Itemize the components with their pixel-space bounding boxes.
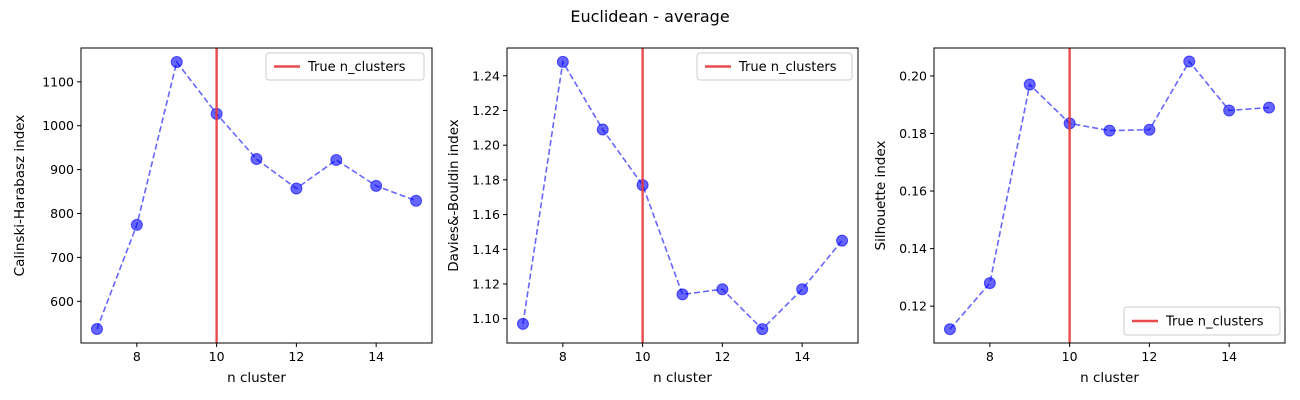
data-point <box>170 56 183 69</box>
legend-label: True n_clusters <box>1165 315 1264 330</box>
y-tick-label: 0.16 <box>899 184 927 199</box>
x-tick-label: 14 <box>368 349 384 364</box>
series-line <box>522 59 843 331</box>
legend-label: True n_clusters <box>307 60 406 75</box>
x-tick-label: 14 <box>794 349 810 364</box>
y-tick-label: 1.12 <box>472 277 500 292</box>
subplot-3: 8 10 12 14 0.12 0.14 0.16 0.18 0.20 n cluster Silh… <box>873 47 1286 386</box>
plot-frame <box>80 47 433 344</box>
x-axis-label: n cluster <box>227 370 286 386</box>
y-tick-label: 1.24 <box>472 68 500 83</box>
y-tick-label: 1.18 <box>472 172 500 187</box>
data-point <box>516 317 529 330</box>
data-point <box>290 182 303 195</box>
legend-box <box>1123 306 1281 336</box>
y-tick-label: 0.14 <box>899 241 927 256</box>
data-point <box>596 123 609 136</box>
y-tick-label: 1.10 <box>472 311 500 326</box>
x-axis-label: n cluster <box>1080 370 1139 386</box>
y-tick-label: 1.20 <box>472 138 500 153</box>
y-tick-label: 600 <box>50 294 74 309</box>
y-tick-label: 0.20 <box>899 68 927 83</box>
plot-frame <box>933 47 1286 344</box>
figure-title: Euclidean - average <box>570 7 729 26</box>
x-tick-label: 8 <box>133 349 141 364</box>
data-point <box>130 218 143 231</box>
y-tick-label: 1.16 <box>472 207 500 222</box>
data-point <box>556 55 569 68</box>
data-point <box>1143 123 1156 136</box>
data-point <box>90 322 103 335</box>
legend-label: True n_clusters <box>738 60 837 75</box>
legend: True n_clusters <box>696 52 853 81</box>
data-point <box>1023 78 1036 91</box>
x-tick-label: 8 <box>986 349 994 364</box>
legend-box <box>265 52 425 81</box>
data-point <box>250 153 263 166</box>
y-tick-label: 0.18 <box>899 126 927 141</box>
plot-frame <box>506 47 859 344</box>
subplots: 8 10 12 14 600 700 800 900 1000 1100 n cluster Cali… <box>12 47 1286 386</box>
data-point <box>1183 55 1196 68</box>
data-point <box>1103 124 1116 137</box>
y-tick-label: 900 <box>50 162 74 177</box>
y-tick-label: 1000 <box>42 118 74 133</box>
data-point <box>756 323 769 336</box>
series-line <box>96 60 417 330</box>
data-point <box>410 194 423 207</box>
series-line <box>949 60 1270 330</box>
data-point <box>330 153 343 166</box>
x-tick-label: 12 <box>714 349 730 364</box>
x-tick-label: 10 <box>635 349 651 364</box>
x-tick-label: 12 <box>1141 349 1157 364</box>
data-point <box>1263 101 1276 114</box>
legend: True n_clusters <box>1123 306 1281 336</box>
x-tick-label: 12 <box>288 349 304 364</box>
y-tick-label: 1100 <box>42 74 74 89</box>
data-point <box>796 283 809 296</box>
data-point <box>836 234 849 247</box>
data-point <box>370 179 383 192</box>
data-point <box>716 283 729 296</box>
y-tick-label: 1.14 <box>472 242 500 257</box>
y-axis-label: Davies&-Bouldin index <box>446 119 462 272</box>
data-point <box>983 277 996 290</box>
y-tick-label: 800 <box>50 206 74 221</box>
x-tick-label: 10 <box>1062 349 1078 364</box>
y-tick-label: 700 <box>50 250 74 265</box>
x-axis-label: n cluster <box>653 370 712 386</box>
y-tick-label: 1.22 <box>472 103 500 118</box>
subplot-2: 8 10 12 14 1.10 1.12 1.14 1.16 1.18 1.20 1.22 1.24 n… <box>446 47 859 386</box>
legend: True n_clusters <box>265 52 425 81</box>
data-point <box>676 288 689 301</box>
x-tick-label: 14 <box>1221 349 1237 364</box>
subplot-1: 8 10 12 14 600 700 800 900 1000 1100 n cluster Cali… <box>12 47 433 386</box>
x-tick-label: 8 <box>559 349 567 364</box>
legend-box <box>696 52 853 81</box>
y-tick-label: 0.12 <box>899 299 927 314</box>
x-tick-label: 10 <box>209 349 225 364</box>
y-axis-label: Calinski-Harabasz index <box>12 115 28 277</box>
y-axis-label: Silhouette index <box>873 141 889 251</box>
data-point <box>943 323 956 336</box>
data-point <box>1223 104 1236 117</box>
